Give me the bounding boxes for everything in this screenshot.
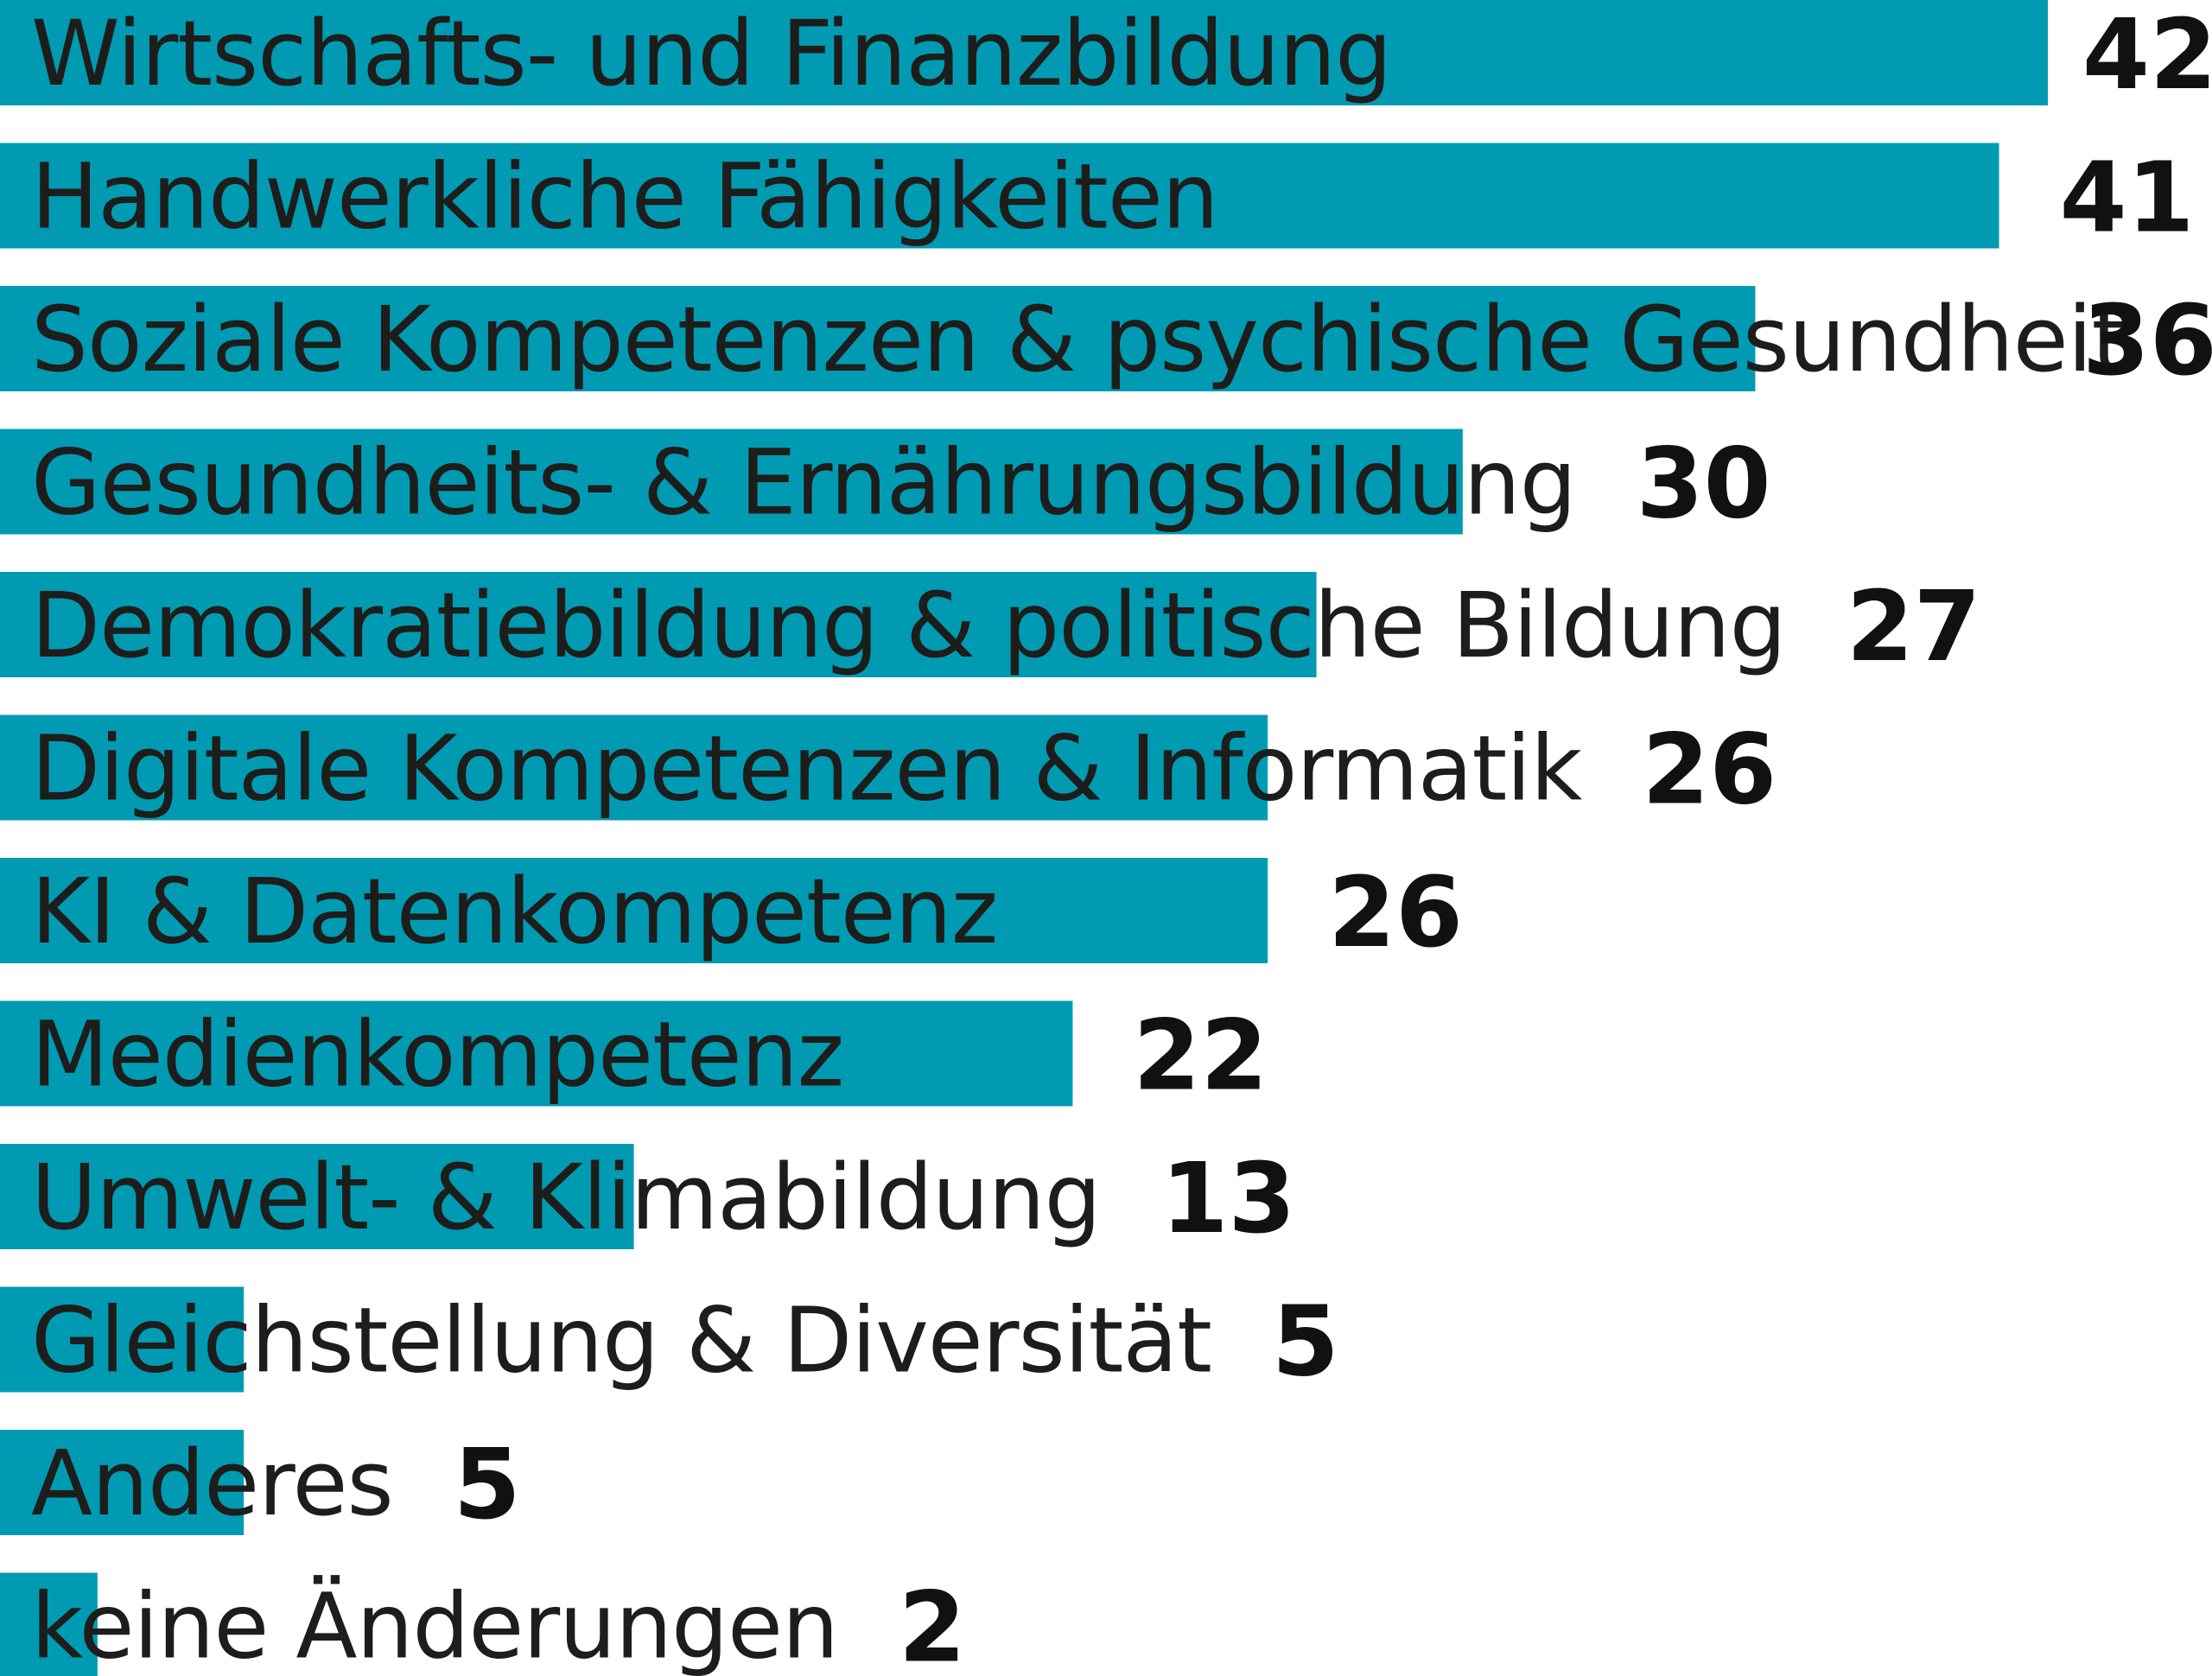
bar-category-label: Gleichstellung & Diversität	[31, 1288, 1211, 1393]
bar	[0, 1286, 245, 1393]
bar	[0, 1144, 634, 1249]
bar	[0, 714, 1268, 821]
bar	[0, 1000, 1073, 1107]
bar-category-label: Gesundheits- & Ernährungsbildung	[31, 430, 1576, 536]
bar-category-label: Digitale Kompetenzen & Informatik	[31, 716, 1582, 822]
bar-category-label: Soziale Kompetenzen & psychische Gesundh…	[31, 287, 2126, 392]
bar-value-label: 42	[2082, 0, 2212, 111]
category-labels-group: Wirtschafts- und Finanzbildung Handwerkli…	[31, 1, 2126, 1676]
bar-value-label: 5	[454, 1429, 521, 1541]
bar-value-label: 27	[1847, 571, 1981, 683]
bar	[0, 572, 1317, 677]
bar-category-label: Anderes	[31, 1431, 393, 1536]
bar	[0, 858, 1268, 963]
bar-value-label: 5	[1272, 1286, 1339, 1399]
bar-category-label: Demokratiebildung & politische Bildung	[31, 573, 1786, 678]
bar-value-label: 22	[1133, 1000, 1268, 1113]
bar-category-label: KI & Datenkompetenz	[31, 859, 997, 964]
bar-value-label: 26	[1328, 857, 1463, 969]
bar-category-label: keine Änderungen	[31, 1574, 838, 1676]
bar	[0, 143, 1999, 249]
value-labels-group: 42 41 36 30 27 26 26 22 13 5 5 2	[454, 0, 2212, 1676]
bar-value-label: 41	[2060, 143, 2195, 255]
bar-value-label: 13	[1161, 1143, 1296, 1255]
bar-value-label: 2	[899, 1572, 966, 1676]
bar-value-label: 36	[2082, 285, 2212, 397]
bar-category-label: Wirtschafts- und Finanzbildung	[31, 1, 1391, 106]
bar	[0, 1572, 98, 1676]
bars-group	[0, 0, 2048, 1676]
bar	[0, 0, 2048, 105]
bar	[0, 1430, 245, 1535]
bar	[0, 286, 1756, 391]
bar	[0, 429, 1463, 535]
bar-value-label: 30	[1637, 429, 1771, 541]
bar-category-label: Medienkompetenz	[31, 1002, 843, 1108]
bar-value-label: 26	[1642, 714, 1777, 827]
bar-category-label: Umwelt- & Klimabildung	[31, 1145, 1101, 1250]
bar-category-label: Handwerkliche Fähigkeiten	[31, 144, 1218, 250]
